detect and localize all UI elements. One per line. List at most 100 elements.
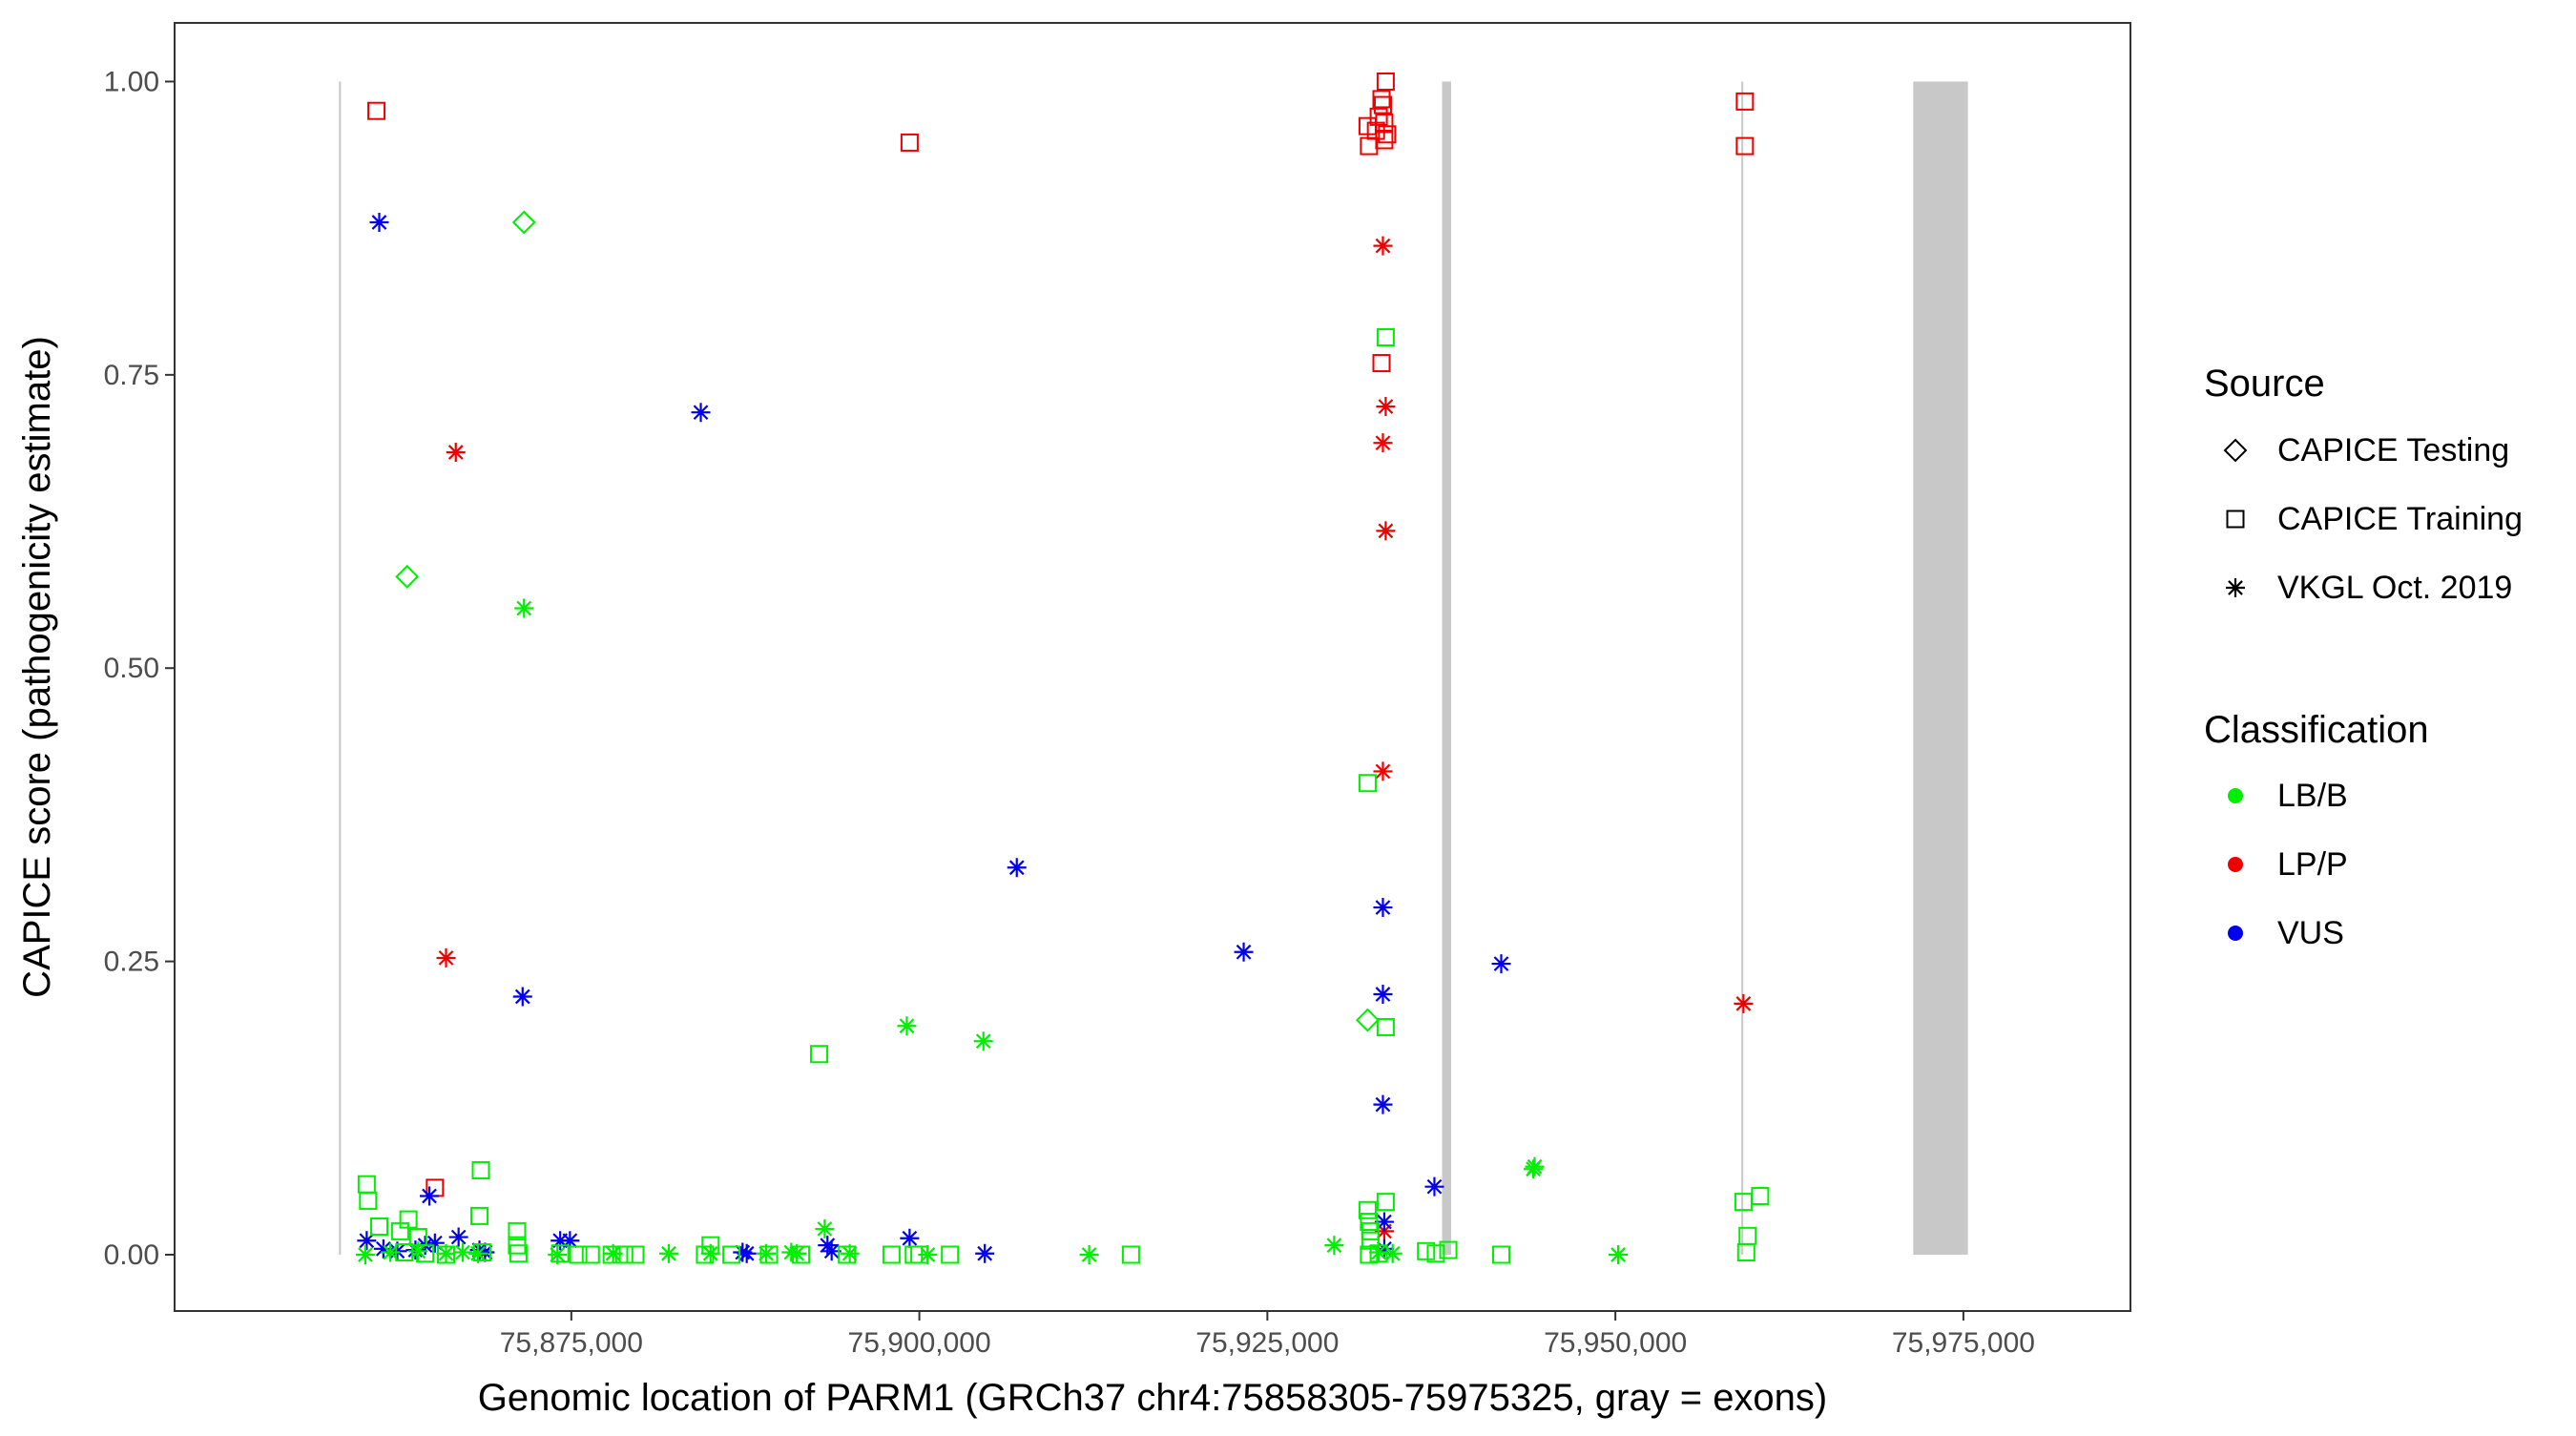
data-point-vkgl [1373, 898, 1392, 917]
legend-classification: Classification LB/B LP/P VUS [2204, 709, 2429, 951]
data-point-training [1361, 1214, 1377, 1230]
x-tick-label: 75,900,000 [848, 1327, 991, 1359]
exon-band [1913, 81, 1967, 1255]
data-point-vkgl [1324, 1236, 1343, 1255]
legend-label: VUS [2277, 915, 2344, 951]
data-point-training [371, 1218, 387, 1235]
data-point-testing [513, 212, 534, 233]
legend-label: CAPICE Testing [2277, 432, 2509, 468]
legend-classification-title: Classification [2204, 709, 2429, 751]
data-point-testing [397, 566, 418, 587]
data-point-training [811, 1046, 827, 1062]
data-point-training [471, 1208, 488, 1224]
y-tick-label: 1.00 [104, 66, 159, 97]
data-point-vkgl [1235, 943, 1254, 962]
data-point-training [1123, 1246, 1139, 1262]
data-point-vkgl [1373, 985, 1392, 1004]
data-point-training [1736, 138, 1753, 155]
data-point-training [1378, 329, 1394, 345]
points-layer [356, 73, 1768, 1264]
data-point-training [883, 1246, 900, 1262]
data-point-training [1738, 1244, 1755, 1260]
data-point-vkgl [356, 1245, 375, 1264]
legend-key-testing [2225, 440, 2246, 461]
legend-key-lb-b [2228, 788, 2243, 803]
x-tick-label: 75,950,000 [1544, 1327, 1687, 1359]
data-point-vkgl [420, 1187, 439, 1206]
x-axis-title: Genomic location of PARM1 (GRCh37 chr4:7… [478, 1377, 1828, 1419]
data-point-training [1375, 97, 1391, 114]
data-point-vkgl [1491, 954, 1510, 973]
data-point-training [1378, 73, 1394, 90]
y-tick-label: 0.00 [104, 1239, 159, 1271]
y-tick-label: 0.75 [104, 360, 159, 391]
data-point-vkgl [1609, 1245, 1628, 1264]
data-point-vkgl [1373, 237, 1392, 256]
data-point-vkgl [447, 443, 466, 462]
y-axis-title: CAPICE score (pathogenicity estimate) [16, 336, 58, 998]
legend-key-lp-p [2228, 857, 2243, 872]
data-point-vkgl [449, 1228, 468, 1247]
data-point-vkgl [514, 599, 533, 618]
legend-label: CAPICE Training [2277, 501, 2523, 537]
legend-source: Source CAPICE Testing CAPICE Training VKGL… [2204, 363, 2523, 606]
x-tick-label: 75,975,000 [1892, 1327, 2035, 1359]
data-point-training [1361, 138, 1377, 155]
exon-layer [339, 81, 1967, 1255]
data-point-training [1378, 1194, 1394, 1210]
data-point-vkgl [513, 987, 532, 1006]
exon-band [339, 81, 341, 1255]
data-point-vkgl [975, 1244, 994, 1263]
y-tick-label: 0.25 [104, 947, 159, 978]
legend-label: VKGL Oct. 2019 [2277, 570, 2512, 606]
data-point-vkgl [897, 1016, 916, 1035]
x-tick-label: 75,875,000 [500, 1327, 643, 1359]
data-point-testing [1357, 1009, 1378, 1030]
data-point-training [1736, 94, 1753, 110]
data-point-vkgl [1376, 521, 1395, 540]
data-point-training [1378, 1019, 1394, 1035]
data-point-training [472, 1162, 488, 1178]
data-point-vkgl [1376, 397, 1395, 416]
legend-label: LP/P [2277, 846, 2348, 883]
data-point-training [1360, 1202, 1376, 1218]
data-point-training [839, 1246, 855, 1262]
data-point-training [902, 135, 918, 151]
data-point-training [359, 1176, 375, 1193]
data-point-training [1735, 1194, 1752, 1210]
data-point-training [1374, 91, 1390, 107]
data-point-training [1360, 775, 1376, 791]
data-point-training [723, 1246, 739, 1262]
legend-label: LB/B [2277, 778, 2348, 814]
legend-key-training [2228, 511, 2244, 528]
axes-layer: 75,875,000 75,900,000 75,925,000 75,950,000… [104, 66, 2035, 1359]
data-point-training [627, 1246, 643, 1262]
plot-panel-border [175, 23, 2130, 1311]
data-point-training [583, 1246, 599, 1262]
data-point-training [761, 1246, 778, 1262]
legend-key-vus [2228, 926, 2243, 941]
data-point-training [1752, 1188, 1768, 1204]
data-point-vkgl [453, 1243, 472, 1262]
exon-band [1442, 81, 1450, 1255]
legend-key-vkgl [2226, 578, 2245, 597]
data-point-vkgl [1080, 1245, 1099, 1264]
data-point-training [360, 1193, 376, 1209]
data-point-training [942, 1246, 958, 1262]
x-tick-label: 75,925,000 [1195, 1327, 1339, 1359]
data-point-vkgl [1373, 433, 1392, 452]
data-point-vkgl [692, 403, 711, 422]
data-point-vkgl [369, 213, 388, 232]
y-tick-label: 0.50 [104, 653, 159, 684]
data-point-vkgl [659, 1244, 678, 1263]
data-point-vkgl [900, 1229, 919, 1248]
data-point-training [1493, 1246, 1509, 1262]
data-point-vkgl [974, 1031, 993, 1051]
legend-source-title: Source [2204, 363, 2325, 405]
data-point-vkgl [437, 948, 456, 968]
data-point-training [1374, 355, 1390, 371]
data-point-vkgl [1373, 1095, 1392, 1114]
data-point-vkgl [815, 1219, 834, 1238]
